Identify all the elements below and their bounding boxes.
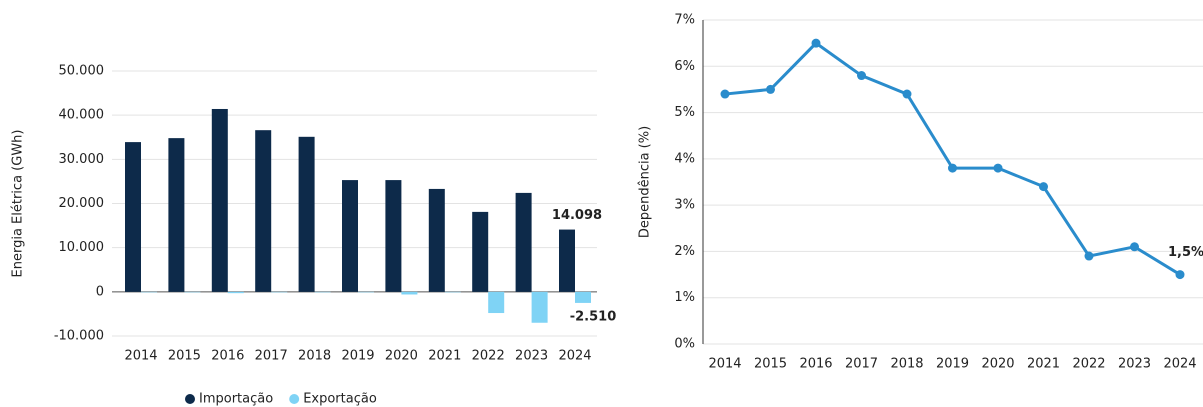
x-tick-label: 2015 xyxy=(168,349,201,364)
y-axis-label: Dependência (%) xyxy=(638,126,653,238)
bar xyxy=(515,192,532,292)
x-tick-label: 2017 xyxy=(845,357,878,372)
bar xyxy=(559,229,575,292)
x-tick-label: 2020 xyxy=(981,357,1014,372)
x-tick-label: 2016 xyxy=(211,349,244,364)
bar xyxy=(184,291,201,293)
point xyxy=(1130,242,1139,252)
y-tick-label: 2% xyxy=(674,244,695,259)
x-tick-label: 2019 xyxy=(936,357,969,372)
point xyxy=(948,163,957,173)
y-tick-label: 7% xyxy=(674,13,695,28)
bar xyxy=(488,291,505,314)
bar xyxy=(125,142,141,292)
bar xyxy=(342,180,358,292)
point xyxy=(993,163,1003,173)
bar xyxy=(227,291,244,294)
bar xyxy=(141,291,157,293)
x-tick-label: 2015 xyxy=(754,357,787,372)
bar xyxy=(531,291,548,323)
point xyxy=(811,38,821,48)
bar xyxy=(401,291,418,295)
bar xyxy=(271,291,288,293)
point xyxy=(766,84,775,94)
bar xyxy=(314,291,331,293)
x-tick-label: 2021 xyxy=(428,349,461,364)
point xyxy=(902,89,912,99)
legend-marker xyxy=(185,394,195,404)
y-axis-label: Energia Elétrica (GWh) xyxy=(11,130,26,278)
y-tick-label: 3% xyxy=(674,198,695,213)
y-tick-label: 4% xyxy=(674,151,695,166)
bar xyxy=(211,108,228,292)
point xyxy=(857,71,866,81)
y-tick-label: 20.000 xyxy=(59,196,105,211)
bar xyxy=(255,130,272,292)
x-tick-label: 2019 xyxy=(341,349,374,364)
x-tick-label: 2021 xyxy=(1027,357,1060,372)
y-tick-label: 0 xyxy=(96,284,104,299)
x-tick-label: 2024 xyxy=(1163,357,1196,372)
x-tick-label: 2023 xyxy=(1118,357,1151,372)
y-tick-label: 0% xyxy=(674,337,695,352)
bar xyxy=(575,291,591,303)
x-tick-label: 2018 xyxy=(298,349,331,364)
y-tick-label: 1% xyxy=(674,290,695,305)
x-tick-label: 2022 xyxy=(1072,357,1105,372)
y-tick-label: 10.000 xyxy=(59,240,105,255)
point xyxy=(1084,251,1094,261)
data-label: 1,5% xyxy=(1168,245,1203,260)
y-tick-label: 30.000 xyxy=(59,152,105,167)
point xyxy=(1175,270,1185,280)
bar xyxy=(385,180,402,292)
y-tick-label: 40.000 xyxy=(59,108,105,123)
x-tick-label: 2016 xyxy=(799,357,832,372)
x-tick-label: 2017 xyxy=(255,349,288,364)
x-tick-label: 2024 xyxy=(558,349,591,364)
x-tick-label: 2014 xyxy=(708,357,741,372)
x-tick-label: 2023 xyxy=(515,349,548,364)
legend-marker xyxy=(289,394,300,404)
y-tick-label: 5% xyxy=(674,105,695,120)
y-tick-label: -10.000 xyxy=(54,329,104,344)
x-tick-label: 2014 xyxy=(124,349,157,364)
x-tick-label: 2020 xyxy=(385,349,418,364)
point xyxy=(720,89,730,99)
y-tick-label: 6% xyxy=(674,59,695,74)
data-label: -2.510 xyxy=(570,309,617,324)
x-tick-label: 2018 xyxy=(890,357,923,372)
bar xyxy=(168,138,185,292)
legend-label: Exportação xyxy=(303,392,377,407)
data-label: 14.098 xyxy=(552,208,602,223)
y-tick-label: 50.000 xyxy=(59,64,105,79)
legend-label: Importação xyxy=(199,392,273,407)
bar xyxy=(298,136,315,292)
bar xyxy=(472,211,489,292)
x-tick-label: 2022 xyxy=(472,349,505,364)
point xyxy=(1039,182,1048,192)
bar xyxy=(444,291,461,293)
bar xyxy=(358,291,374,293)
bar xyxy=(428,188,445,292)
